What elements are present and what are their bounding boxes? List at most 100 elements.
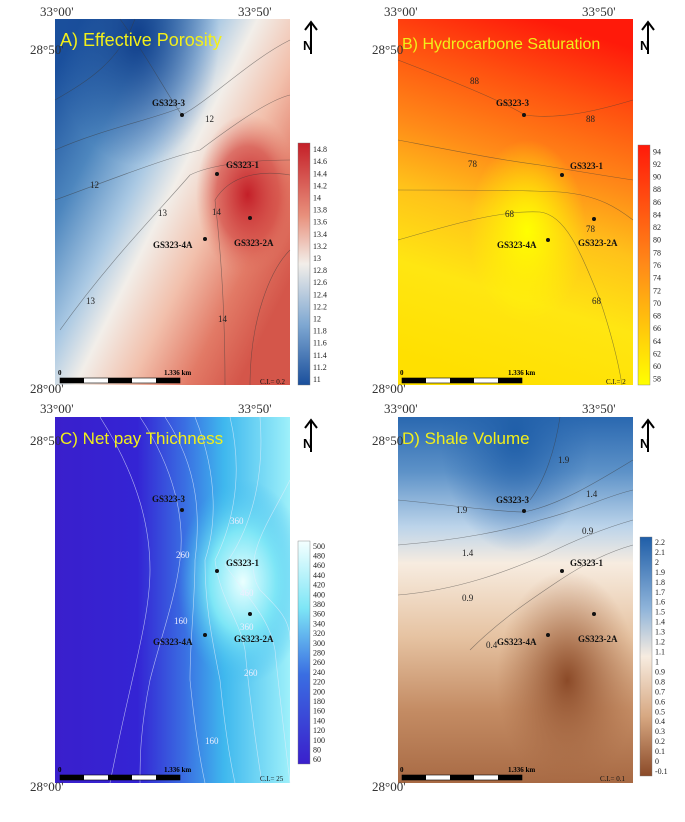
well-marker[interactable] — [248, 612, 252, 616]
legend-tick-label: 13.2 — [313, 242, 327, 251]
contour-label: 14 — [212, 207, 222, 217]
well-marker[interactable] — [522, 509, 526, 513]
legend-tick-label: 14.6 — [313, 157, 327, 166]
scale-zero: 0 — [400, 369, 404, 377]
contour-label: 12 — [90, 180, 99, 190]
panel-net-pay-thickness: 28°50' 28°00' 33°00' 33°50' C) Net pay T… — [30, 401, 325, 794]
contour-label: 260 — [176, 550, 190, 560]
lon-label-left: 33°00' — [40, 401, 74, 416]
well-marker[interactable] — [203, 237, 207, 241]
legend-tick-label: 2.2 — [655, 538, 665, 547]
legend-tick-label: 84 — [653, 210, 661, 219]
well-marker[interactable] — [180, 113, 184, 117]
well-label: GS323-4A — [153, 240, 193, 250]
legend-tick-label: 440 — [313, 571, 325, 580]
scale-label: 1.336 km — [508, 766, 535, 774]
legend-tick-label: 92 — [653, 160, 661, 169]
north-label: N — [640, 38, 649, 53]
legend-tick-label: 300 — [313, 639, 325, 648]
legend-tick-label: 400 — [313, 590, 325, 599]
panel-title: C) Net pay Thichness — [60, 429, 223, 448]
north-arrow: N — [303, 20, 318, 54]
north-label: N — [303, 436, 312, 451]
well-marker[interactable] — [248, 216, 252, 220]
legend-tick-label: 11.8 — [313, 327, 327, 336]
lat-label-top: 28°50' — [372, 42, 406, 57]
contour-label: 68 — [592, 296, 602, 306]
contour-lines — [99, 416, 291, 784]
legend-tick-label: 140 — [313, 716, 325, 725]
contour-value-labels: 12 12 13 14 13 14 — [86, 114, 228, 324]
legend-bar — [637, 144, 651, 386]
well-marker[interactable] — [592, 217, 596, 221]
legend-tick-label: 68 — [653, 312, 661, 321]
legend-tick-label: 340 — [313, 619, 325, 628]
panel-shale-volume: 28°50' 28°00' 33°00' 33°50' D) Shale Vol… — [372, 401, 668, 794]
legend-tick-label: 0.5 — [655, 707, 665, 716]
lat-label-bottom: 28°00' — [30, 779, 64, 794]
well-marker[interactable] — [560, 569, 564, 573]
legend-tick-label: 78 — [653, 248, 661, 257]
legend-tick-label: 2.1 — [655, 548, 665, 557]
well-marker[interactable] — [215, 569, 219, 573]
legend-tick-label: 260 — [313, 658, 325, 667]
legend-tick-label: 200 — [313, 687, 325, 696]
legend-tick-label: 13.8 — [313, 206, 327, 215]
contour-label: 13 — [86, 296, 96, 306]
legend-tick-label: 72 — [653, 286, 661, 295]
scale-zero: 0 — [58, 369, 62, 377]
legend-tick-label: 160 — [313, 707, 325, 716]
north-arrow: N — [640, 20, 655, 54]
well-label: GS323-3 — [152, 494, 186, 504]
north-arrow-icon — [304, 20, 318, 54]
legend-tick-label: 14.2 — [313, 181, 327, 190]
well-marker[interactable] — [546, 633, 550, 637]
legend-tick-label: -0.1 — [655, 767, 668, 776]
legend-tick-label: 11.4 — [313, 351, 327, 360]
lat-label-bottom: 28°00' — [30, 381, 64, 396]
contour-label: 78 — [468, 159, 478, 169]
color-legend: 94 92 90 88 86 84 82 80 78 76 74 72 70 68 66 64 62 60 58 — [637, 144, 661, 386]
legend-tick-label: 0.2 — [655, 737, 665, 746]
contour-label: 13 — [158, 208, 168, 218]
legend-tick-label: 240 — [313, 668, 325, 677]
well-marker[interactable] — [592, 612, 596, 616]
well-label: GS323-2A — [234, 634, 274, 644]
legend-tick-label: 13 — [313, 254, 321, 263]
legend-tick-label: 1.5 — [655, 608, 665, 617]
scale-label: 1.336 km — [508, 369, 535, 377]
well-marker[interactable] — [215, 172, 219, 176]
panel-title: D) Shale Volume — [402, 429, 530, 448]
well-label: GS323-1 — [570, 161, 604, 171]
well-label: GS323-2A — [578, 238, 618, 248]
well-marker[interactable] — [560, 173, 564, 177]
contour-lines — [54, 18, 291, 386]
well-marker[interactable] — [522, 113, 526, 117]
lat-label-bottom: 28°00' — [372, 381, 406, 396]
contour-label: 160 — [205, 736, 219, 746]
panel-hydrocarbon-saturation: 28°50' 28°00' 33°00' 33°50' B) Hydrocarb… — [372, 4, 661, 396]
contour-label: 160 — [174, 616, 188, 626]
contour-interval: C.I.= 0.2 — [260, 378, 285, 386]
well-marker[interactable] — [203, 633, 207, 637]
legend-tick-label: 60 — [313, 755, 321, 764]
legend-tick-label: 100 — [313, 736, 325, 745]
well-marker[interactable] — [546, 238, 550, 242]
well-label: GS323-1 — [226, 160, 260, 170]
legend-bar — [297, 540, 311, 765]
legend-tick-label: 0.4 — [655, 717, 665, 726]
legend-tick-label: 62 — [653, 349, 661, 358]
legend-tick-label: 1.4 — [655, 618, 665, 627]
legend-tick-label: 1.1 — [655, 648, 665, 657]
legend-tick-label: 1 — [655, 657, 659, 666]
well-marker[interactable] — [180, 508, 184, 512]
north-arrow-icon — [641, 418, 655, 452]
panel-title: A) Effective Porosity — [60, 30, 222, 50]
legend-tick-label: 500 — [313, 542, 325, 551]
contour-value-labels: 1.9 1.9 1.4 1.4 0.9 0.9 0.4 — [456, 455, 598, 650]
well-label: GS323-2A — [578, 634, 618, 644]
lon-label-right: 33°50' — [582, 4, 616, 19]
lon-label-right: 33°50' — [582, 401, 616, 416]
legend-tick-label: 1.3 — [655, 628, 665, 637]
